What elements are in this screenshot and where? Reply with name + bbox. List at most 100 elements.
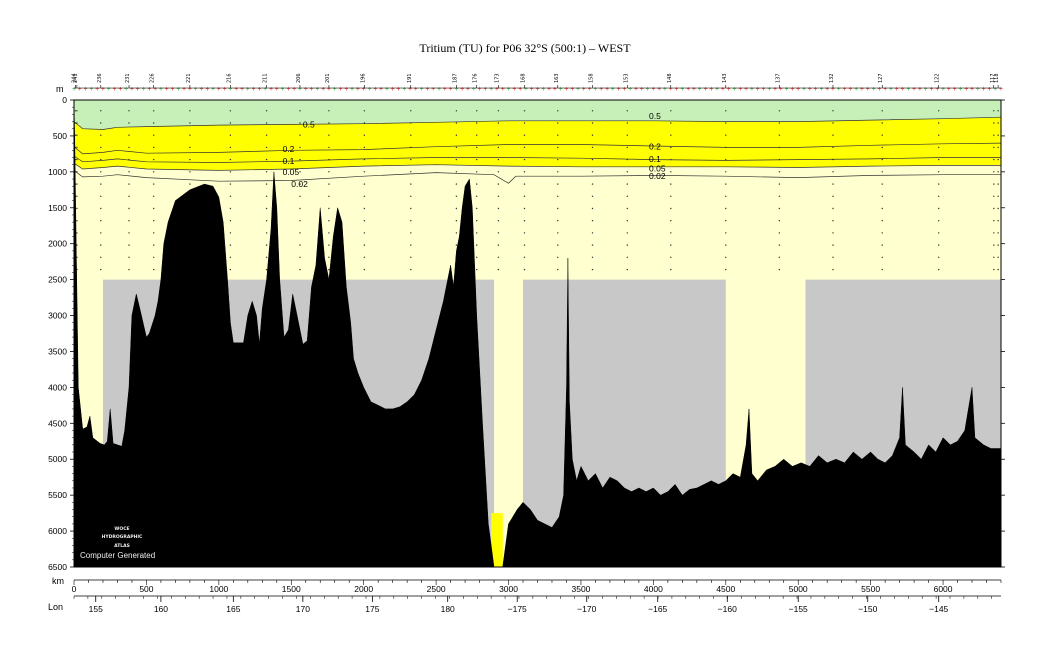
lon-tick-label: 160 [154, 604, 168, 614]
sample-dot [626, 183, 628, 185]
sample-dot [299, 110, 301, 112]
contour-label: 0.2 [283, 144, 295, 154]
sample-dot [725, 183, 727, 185]
sample-dot [997, 220, 999, 222]
plot-area: 0.50.20.10.050.020.50.20.10.050.02 [74, 100, 1001, 567]
sample-dot [557, 207, 559, 210]
station-marker: + [130, 86, 134, 93]
station-marker: + [512, 86, 516, 93]
station-marker: + [182, 86, 186, 93]
sample-dot [626, 207, 628, 210]
station-label: 236 [97, 73, 103, 83]
sample-dot [997, 256, 999, 258]
station-marker: + [767, 86, 771, 93]
sample-dot [229, 232, 232, 234]
y-tick-label: 4500 [48, 418, 67, 428]
sample-dot [100, 244, 102, 246]
sample-dot [265, 256, 268, 258]
sample-dot [725, 134, 727, 136]
station-marker: + [194, 86, 198, 93]
sample-dot [881, 146, 883, 149]
sample-dot [497, 207, 500, 210]
y-tick-label: 3500 [48, 346, 67, 356]
sample-dot [153, 232, 155, 234]
sample-dot [153, 134, 155, 136]
sample-dot [832, 146, 834, 149]
sample-dot [299, 256, 301, 258]
station-marker: + [796, 86, 800, 93]
contour-label: 0.1 [649, 154, 661, 164]
sample-dot [938, 122, 940, 124]
station-marker: + [866, 86, 870, 93]
sample-dot [497, 122, 500, 124]
contour-line-0-5 [74, 116, 1001, 130]
sample-dot [455, 244, 458, 246]
sample-dot [229, 110, 232, 112]
km-tick-label: 1000 [209, 584, 228, 594]
sample-dot [74, 110, 77, 112]
sample-dot [832, 220, 834, 222]
sample-dot [881, 183, 883, 185]
sample-dot [476, 195, 478, 197]
sample-dot [725, 244, 727, 246]
station-marker: + [576, 86, 580, 93]
sample-dot [76, 195, 78, 197]
station-marker: + [675, 86, 679, 93]
sample-dot [265, 268, 268, 271]
sample-dot [725, 220, 727, 222]
station-marker: + [889, 86, 893, 93]
sample-dot [410, 232, 412, 234]
station-marker: + [420, 86, 424, 93]
sample-dot [993, 134, 995, 136]
sample-dot [591, 158, 594, 161]
station-marker: + [588, 86, 592, 93]
sample-dot [328, 220, 330, 222]
sample-dot [881, 195, 883, 197]
sample-dot [670, 268, 672, 271]
sample-dot [100, 195, 102, 197]
y-axis-label: m [56, 84, 64, 94]
sample-dot [626, 220, 628, 222]
sample-dot [128, 268, 130, 271]
sample-dot [997, 122, 999, 124]
station-marker: + [518, 86, 522, 93]
sample-dot [76, 134, 78, 136]
sample-dot [523, 134, 526, 136]
sample-dot [299, 134, 301, 136]
sample-dot [497, 158, 500, 161]
sample-dot [265, 195, 268, 197]
sample-dot [265, 171, 268, 173]
sample-dot [363, 146, 366, 149]
sample-dot [229, 146, 232, 149]
logo-line: ATLAS [114, 543, 130, 549]
y-tick-label: 3000 [48, 311, 67, 321]
station-marker: + [286, 86, 290, 93]
station-marker: + [553, 86, 557, 93]
logo-line: HYDROGRAPHIC [102, 534, 143, 540]
station-marker: + [854, 86, 858, 93]
sample-dot [557, 220, 559, 222]
sample-dot [591, 122, 594, 124]
sample-dot [557, 244, 559, 246]
station-marker: + [698, 86, 702, 93]
sample-dot [725, 256, 727, 258]
sample-dot [938, 207, 940, 210]
station-marker: + [814, 86, 818, 93]
sample-dot [363, 195, 366, 197]
sample-dot [455, 134, 458, 136]
station-marker: + [703, 86, 707, 93]
sample-dot [363, 158, 366, 161]
sample-dot [725, 195, 727, 197]
seafloor-bathymetry [74, 100, 1001, 567]
sample-dot [189, 122, 191, 124]
station-marker: + [478, 86, 482, 93]
sample-dot [938, 195, 940, 197]
sample-dot [100, 122, 102, 124]
sample-dot [100, 256, 102, 258]
station-marker: + [391, 86, 395, 93]
sample-dot [778, 122, 781, 124]
station-label: 118 [994, 73, 1000, 83]
sample-dot [778, 232, 781, 234]
sample-dot [938, 256, 940, 258]
